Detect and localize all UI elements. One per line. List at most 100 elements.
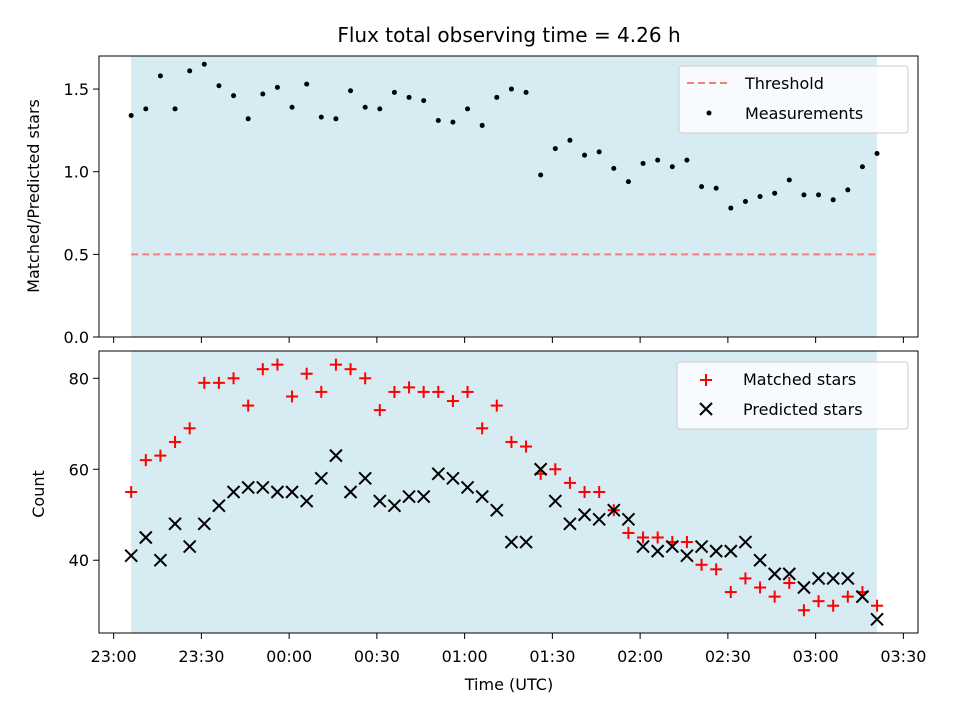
predicted-stars-point	[431, 467, 446, 481]
measurement-point	[859, 164, 865, 170]
measurement-point	[772, 190, 778, 196]
ratio-y-axis-label: Matched/Predicted stars	[24, 99, 43, 293]
predicted-stars-point	[811, 571, 826, 586]
measurement-point	[596, 149, 602, 155]
measurement-point	[231, 93, 237, 99]
matched-stars-point	[549, 463, 562, 476]
ratio-y-ticks: 0.0 0.5 1.0 1.5	[64, 80, 99, 347]
matched-stars-point	[768, 590, 781, 603]
matched-stars-point	[461, 385, 474, 398]
predicted-stars-legend-swatch	[699, 402, 713, 416]
time-x-tick-label: 02:30	[705, 647, 751, 666]
measurement-point	[216, 83, 222, 89]
matched-stars-point	[505, 435, 518, 448]
measurement-point	[421, 98, 427, 104]
matched-stars-point	[739, 572, 752, 585]
matched-stars-point	[271, 358, 284, 371]
matched-stars-point	[344, 363, 357, 376]
measurement-point	[640, 160, 646, 166]
time-x-tick-label: 00:00	[266, 647, 312, 666]
matched-stars-point	[622, 526, 635, 539]
predicted-stars-point	[738, 535, 753, 549]
predicted-stars-point	[841, 571, 855, 586]
measurement-point	[757, 194, 763, 199]
predicted-stars-point	[724, 544, 738, 558]
predicted-stars-point	[636, 539, 650, 554]
matched-stars-point	[754, 581, 767, 594]
measurement-point	[245, 116, 251, 122]
matched-stars-point	[403, 381, 416, 394]
measurements-legend-label: Measurements	[745, 104, 863, 123]
predicted-stars-point	[329, 448, 343, 463]
predicted-stars-point	[519, 535, 533, 549]
predicted-stars-point	[256, 480, 270, 495]
measurements-legend-swatch	[706, 110, 712, 116]
count-y-tick-label: 60	[69, 460, 89, 479]
predicted-stars-point	[475, 489, 489, 504]
measurement-point	[713, 185, 719, 191]
matched-stars-point	[827, 599, 840, 612]
matched-stars-point	[242, 399, 255, 412]
count-y-tick-label: 40	[69, 551, 89, 570]
measurement-point	[538, 172, 544, 178]
predicted-stars-point	[548, 494, 563, 508]
time-x-tick-label: 23:00	[91, 647, 137, 666]
predicted-stars-point	[168, 517, 182, 531]
count-plot-frame	[98, 350, 919, 634]
predicted-stars-point	[270, 485, 285, 499]
predicted-stars-point	[124, 548, 138, 563]
matched-stars-point	[125, 486, 138, 498]
predicted-stars-point	[855, 589, 870, 604]
measurement-point	[830, 197, 836, 203]
ratio-legend: Threshold Measurements	[678, 65, 909, 134]
matched-stars-point	[578, 486, 591, 498]
predicted-stars-point	[153, 553, 168, 567]
matched-stars-point	[417, 385, 430, 398]
matched-stars-point	[169, 435, 182, 448]
measurement-point	[479, 122, 485, 128]
matched-stars-point	[812, 595, 825, 608]
measurement-point	[465, 106, 471, 112]
ratio-x-ticks	[113, 337, 904, 343]
measurement-point	[874, 151, 880, 157]
predicted-stars-point	[504, 535, 519, 549]
matched-stars-point	[651, 531, 664, 544]
matched-stars-legend-label: Matched stars	[743, 370, 856, 389]
matched-stars-point	[154, 449, 167, 462]
measurement-point	[786, 177, 792, 183]
measurement-point	[625, 179, 631, 185]
matched-stars-point	[227, 372, 240, 385]
time-x-tick-label: 01:00	[442, 647, 488, 666]
count-legend: Matched stars Predicted stars	[676, 361, 909, 430]
chart-title: Flux total observing time = 4.26 h	[337, 23, 680, 47]
measurement-point	[304, 81, 310, 87]
matched-stars-point	[520, 440, 533, 453]
predicted-stars-legend-label: Predicted stars	[743, 400, 863, 419]
predicted-stars-point	[460, 480, 475, 495]
predicted-stars-point	[680, 548, 694, 563]
predicted-stars-point	[343, 485, 358, 499]
matched-stars-point	[563, 476, 576, 489]
measurement-point	[816, 192, 822, 198]
measurement-point	[728, 205, 734, 211]
matched-stars-point	[871, 599, 884, 612]
measurement-point	[435, 117, 441, 123]
predicted-stars-point	[314, 471, 329, 486]
predicted-stars-point	[490, 503, 504, 517]
matched-stars-points	[125, 358, 884, 617]
matched-stars-point	[680, 536, 693, 549]
ratio-legend-box	[678, 65, 909, 134]
matched-stars-point	[388, 385, 401, 398]
matched-stars-point	[710, 563, 723, 576]
measurement-point	[611, 165, 617, 171]
count-panel: 40 60 80 23:00 23:30 00:00 00:30 01:00 01:30 02:…	[29, 350, 926, 694]
predicted-stars-point	[694, 539, 709, 554]
predicted-stars-point	[358, 471, 372, 486]
matched-stars-point	[329, 358, 342, 371]
matched-stars-point	[198, 376, 211, 389]
matched-stars-point	[286, 390, 299, 403]
matched-stars-point	[783, 576, 796, 589]
measurement-point	[143, 106, 149, 112]
predicted-stars-point	[577, 508, 592, 522]
measurement-point	[742, 198, 748, 204]
